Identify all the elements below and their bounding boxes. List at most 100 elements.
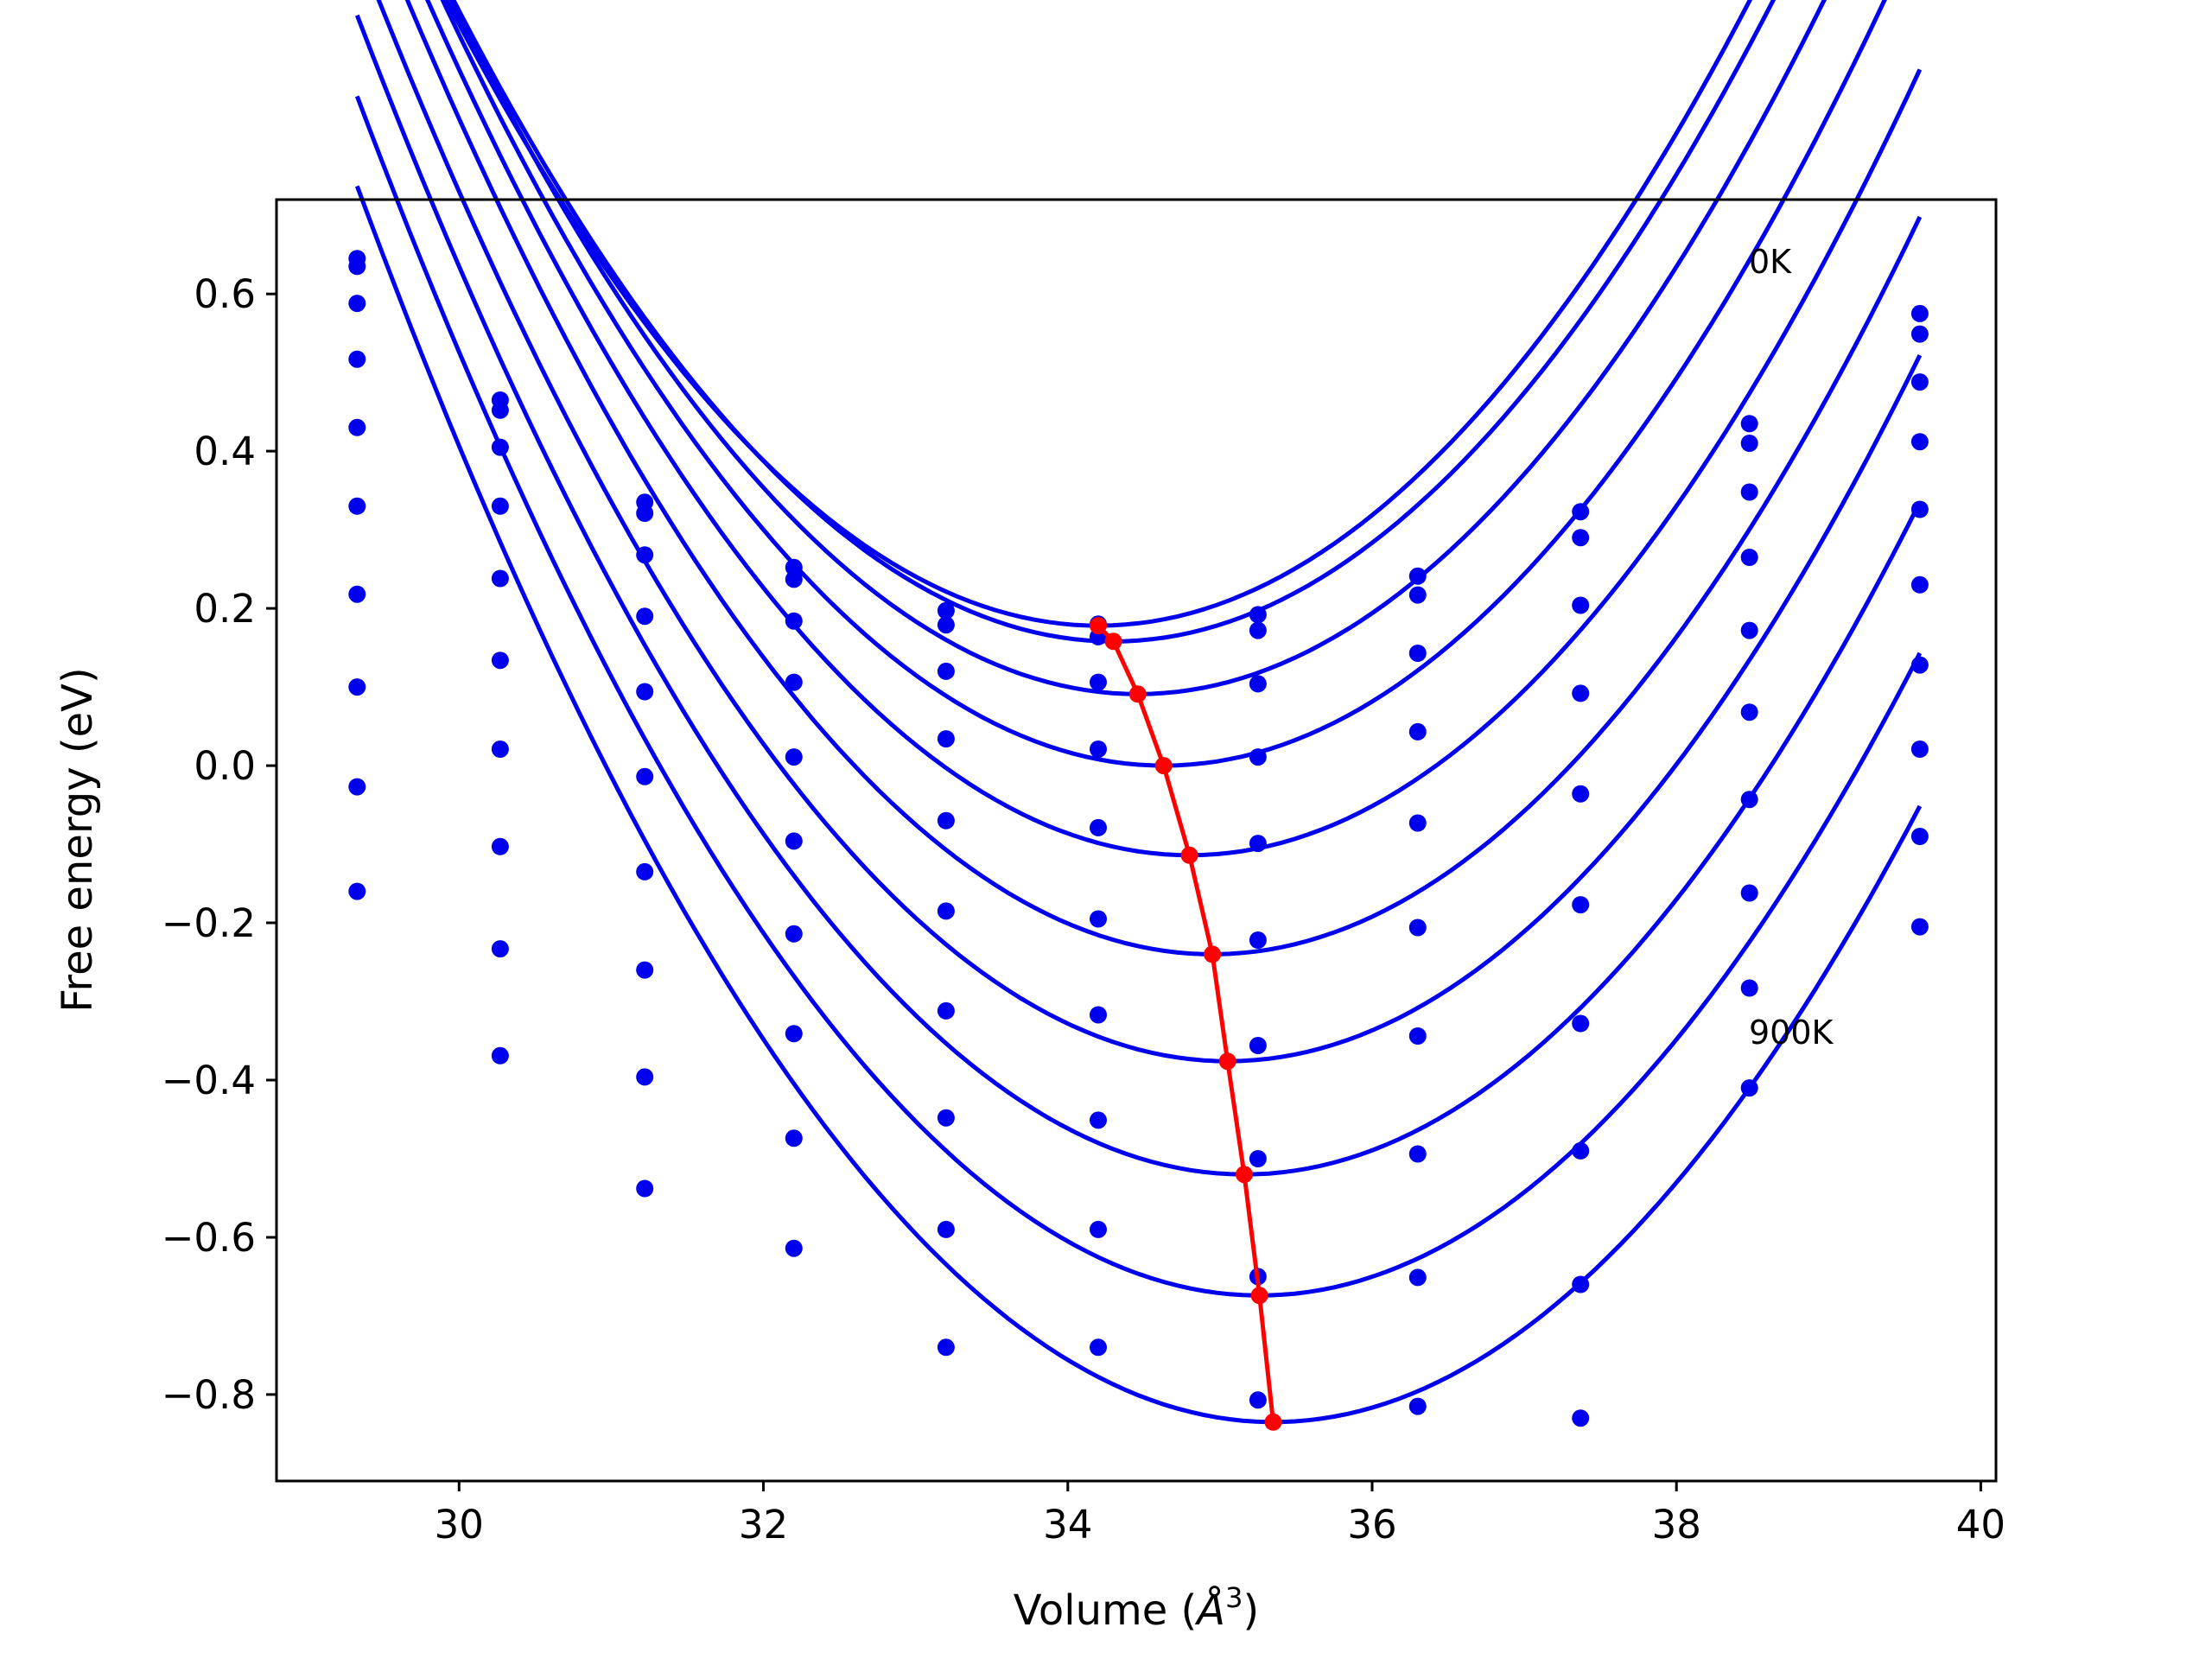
data-point-s7-7 (1249, 1037, 1267, 1054)
data-point-s6-7 (1249, 931, 1267, 949)
x-axis-title-text: Volume ( (1014, 1586, 1198, 1635)
data-point-s4-1 (348, 350, 366, 368)
data-point-s9-1 (348, 778, 366, 796)
annotation-0k: 0K (1749, 243, 1792, 281)
fit-curve-1 (443, 0, 1753, 628)
data-point-s6-10 (1740, 703, 1758, 721)
data-point-s8-6 (1090, 1111, 1107, 1129)
data-point-s2-8 (1408, 586, 1427, 604)
minima-line (1096, 624, 1275, 1423)
data-point-s6-2 (491, 652, 509, 670)
data-point-s4-5 (937, 730, 955, 748)
data-point-s2-7 (1249, 621, 1267, 639)
data-point-s4-9 (1572, 684, 1590, 702)
data-point-s9-10 (1740, 979, 1758, 997)
data-point-s3-11 (1910, 373, 1929, 391)
data-point-s2-3 (636, 505, 654, 522)
data-point-s5-11 (1910, 500, 1929, 518)
y-axis-title: Free energy (eV) (54, 667, 102, 1012)
data-point-s8-1 (348, 678, 366, 696)
fit-curve-8 (354, 14, 1923, 1177)
plot-frame (275, 198, 1998, 1483)
data-point-s10-2 (491, 1046, 509, 1065)
data-point-s9-2 (491, 940, 509, 958)
data-point-s7-10 (1740, 791, 1758, 809)
minima-point-2 (1104, 632, 1122, 651)
data-point-s8-5 (937, 1109, 955, 1127)
data-point-s1-5 (937, 601, 955, 620)
fit-curve-7 (376, 0, 1923, 1064)
data-point-s10-11 (1910, 918, 1929, 936)
data-point-s10-8 (1408, 1397, 1427, 1415)
data-point-s3-1 (348, 295, 366, 313)
data-point-s8-8 (1408, 1145, 1427, 1163)
x-axis-title-unit-letter: Å (1194, 1586, 1225, 1635)
data-point-s4-10 (1740, 549, 1758, 566)
data-point-s7-6 (1090, 1006, 1107, 1024)
minima-point-8 (1236, 1166, 1253, 1184)
data-point-s6-4 (785, 832, 803, 850)
data-point-s9-3 (636, 1068, 654, 1086)
data-point-s1-7 (1249, 606, 1267, 624)
data-point-s10-9 (1572, 1409, 1590, 1427)
data-point-s2-9 (1572, 529, 1590, 547)
data-point-s2-11 (1910, 325, 1929, 343)
data-point-s2-2 (491, 401, 509, 419)
y-tick-label-0: −0.8 (162, 1372, 256, 1418)
y-tick-label-4: 0.0 (194, 743, 256, 789)
data-point-s6-5 (937, 902, 955, 920)
data-point-s7-8 (1408, 1027, 1427, 1045)
minima-point-4 (1154, 757, 1173, 775)
data-point-s4-6 (1090, 741, 1107, 758)
data-point-s3-8 (1408, 645, 1427, 662)
data-point-s8-3 (636, 961, 654, 979)
data-point-s2-10 (1740, 435, 1758, 452)
data-point-s10-5 (937, 1338, 955, 1357)
data-point-s2-5 (937, 616, 955, 634)
data-point-s3-10 (1740, 483, 1758, 501)
minima-point-9 (1250, 1287, 1268, 1305)
x-tick-label-34: 34 (1043, 1502, 1092, 1548)
data-point-s8-10 (1740, 884, 1758, 902)
data-point-s8-2 (491, 837, 509, 855)
data-point-s10-6 (1090, 1338, 1107, 1357)
data-point-s8-4 (785, 1025, 803, 1043)
data-point-s3-7 (1249, 675, 1267, 693)
data-point-s4-2 (491, 497, 509, 515)
data-point-s9-6 (1090, 1220, 1107, 1238)
data-point-s7-1 (348, 585, 366, 603)
minima-point-7 (1218, 1052, 1236, 1071)
fit-curve-2 (451, 0, 1777, 644)
data-point-s8-11 (1910, 741, 1929, 758)
data-point-s9-4 (785, 1129, 803, 1147)
data-layer (348, 0, 1929, 1431)
data-point-s3-9 (1572, 596, 1590, 614)
data-point-s9-8 (1408, 1268, 1427, 1287)
data-point-s6-3 (636, 767, 654, 785)
data-point-s3-6 (1090, 673, 1107, 691)
fit-curve-6 (404, 0, 1923, 957)
data-point-s3-4 (785, 612, 803, 630)
x-tick-label-38: 38 (1652, 1502, 1701, 1548)
y-tick-label-7: 0.6 (194, 271, 256, 317)
data-point-s7-11 (1910, 656, 1929, 674)
data-point-s8-7 (1249, 1150, 1267, 1167)
data-point-s5-10 (1740, 621, 1758, 639)
x-tick-label-32: 32 (739, 1502, 788, 1548)
data-point-s2-1 (348, 257, 366, 276)
data-point-s9-11 (1910, 828, 1929, 845)
data-point-s8-9 (1572, 1141, 1590, 1160)
x-axis-title-unit-power: 3 (1225, 1581, 1243, 1614)
data-point-s7-5 (937, 1001, 955, 1020)
data-point-s1-9 (1572, 503, 1590, 521)
data-point-s4-11 (1910, 433, 1929, 451)
data-point-s7-4 (785, 925, 803, 943)
data-point-s3-2 (491, 438, 509, 456)
fit-curve-4 (440, 0, 1887, 768)
data-point-s7-3 (636, 862, 654, 880)
tick-layer: 30 32 34 36 38 40 −0.8 −0.6 −0.4 −0.2 0.0 0.2 0.4 0.6 (162, 271, 2005, 1548)
data-point-s4-7 (1249, 748, 1267, 766)
y-tick-label-6: 0.4 (194, 429, 256, 474)
data-point-s6-6 (1090, 910, 1107, 928)
data-point-s10-4 (785, 1239, 803, 1257)
